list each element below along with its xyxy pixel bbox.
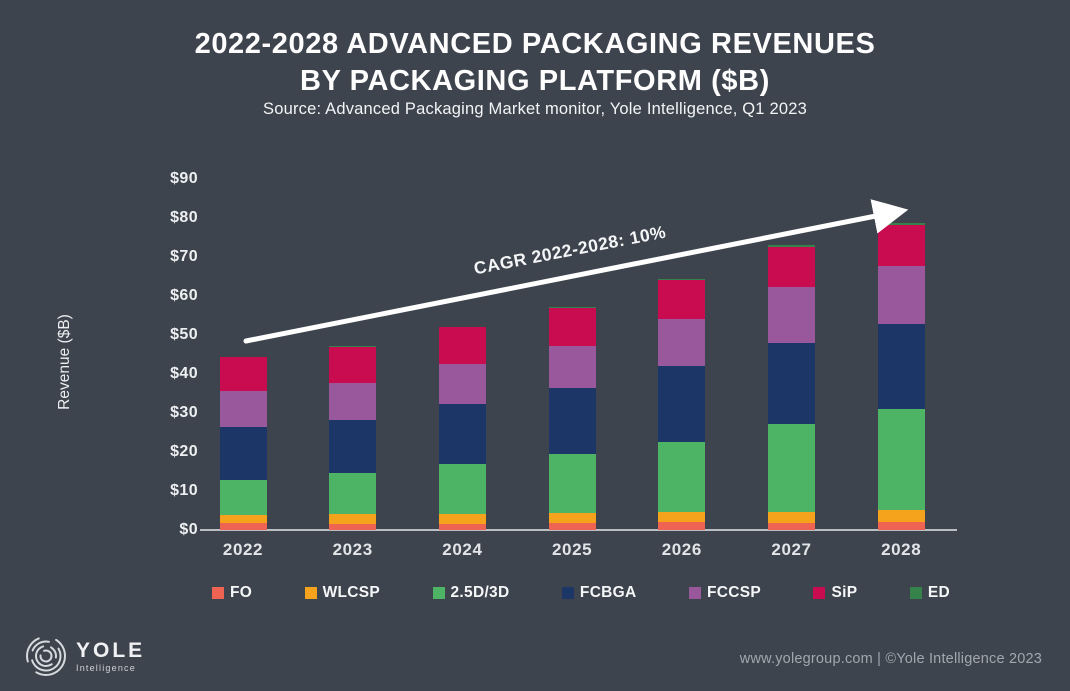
bar-segment-FCCSP: [658, 318, 706, 366]
bar-segment-FO: [438, 524, 486, 530]
bar-segment-FO: [877, 522, 925, 530]
legend-label: ED: [927, 584, 950, 601]
legend-swatch-icon: [909, 587, 922, 599]
legend-label: WLCSP: [322, 584, 381, 601]
legend-swatch-icon: [304, 587, 317, 599]
bar-segment-FCBGA: [329, 420, 377, 474]
bar-segment-SiP: [548, 307, 596, 346]
bar-segment-FCBGA: [219, 426, 267, 481]
y-tick-label: $90: [170, 170, 198, 187]
x-tick-label-2027: 2027: [771, 540, 812, 559]
bar-segment-WLCSP: [438, 514, 486, 525]
y-tick-label: $80: [170, 209, 198, 226]
bar-segment-2.5D/3D: [438, 463, 486, 515]
legend-swatch-icon: [813, 587, 826, 599]
legend-label: FO: [230, 584, 253, 601]
legend-label: FCBGA: [579, 584, 637, 601]
bar-segment-WLCSP: [329, 514, 377, 525]
bar-segment-FO: [658, 521, 706, 530]
legend-item-SiP: SiP: [813, 584, 857, 602]
legend-item-2.5D/3D: 2.5D/3D: [432, 584, 510, 602]
yole-logo: YOLE Intelligence: [24, 634, 145, 678]
bar-segment-WLCSP: [658, 511, 706, 522]
bar-segment-2.5D/3D: [329, 473, 377, 515]
bar-segment-FCBGA: [548, 388, 596, 455]
x-tick-label-2024: 2024: [442, 540, 483, 559]
bar-segment-SiP: [877, 224, 925, 267]
bar-segment-FO: [768, 523, 815, 530]
logo-wordmark: YOLE: [76, 638, 146, 662]
legend-label: 2.5D/3D: [450, 584, 510, 601]
stacked-bar-2023: [329, 346, 377, 530]
x-tick-label-2028: 2028: [881, 540, 922, 559]
chart-title-line1: 2022-2028 ADVANCED PACKAGING REVENUES: [194, 28, 876, 60]
y-tick-label: $40: [170, 365, 198, 382]
legend-swatch-icon: [432, 587, 445, 599]
y-tick-label: $70: [170, 248, 198, 265]
chart-title-line2: BY PACKAGING PLATFORM ($B): [300, 65, 770, 97]
legend-swatch-icon: [561, 587, 574, 599]
legend-item-FO: FO: [212, 584, 252, 602]
bar-segment-WLCSP: [768, 512, 815, 524]
bar-segment-FCCSP: [219, 390, 267, 427]
bar-segment-SiP: [768, 246, 815, 288]
bar-segment-FCCSP: [438, 363, 486, 405]
bar-segment-WLCSP: [548, 512, 596, 524]
x-tick-label-2023: 2023: [332, 540, 373, 559]
bar-segment-SiP: [658, 280, 706, 319]
x-axis-line: [200, 529, 957, 531]
bar-segment-FO: [329, 524, 377, 530]
bar-segment-SiP: [219, 357, 267, 391]
bar-segment-FCBGA: [877, 323, 925, 410]
chart-title: 2022-2028 ADVANCED PACKAGING REVENUES BY…: [0, 26, 1070, 100]
y-tick-label: $50: [170, 326, 198, 343]
legend-item-FCBGA: FCBGA: [561, 584, 637, 602]
y-tick-label: $30: [170, 404, 198, 421]
x-tick-label-2025: 2025: [551, 540, 593, 559]
legend-label: SiP: [831, 584, 858, 601]
stacked-bar-2027: [768, 244, 815, 530]
y-tick-label: $60: [170, 287, 198, 304]
stacked-bar-2026: [658, 279, 706, 530]
logo-subtext: Intelligence: [76, 662, 136, 673]
legend-item-WLCSP: WLCSP: [304, 584, 381, 602]
bar-segment-FCCSP: [329, 382, 377, 421]
legend-item-FCCSP: FCCSP: [688, 584, 762, 602]
y-tick-label: $0: [179, 521, 198, 538]
bar-segment-FO: [548, 523, 596, 530]
x-tick-label-2022: 2022: [222, 540, 264, 559]
bar-segment-SiP: [329, 346, 377, 383]
bar-segment-WLCSP: [877, 509, 925, 523]
legend: FO WLCSP 2.5D/3D FCBGA FCCSP SiP ED: [212, 584, 950, 602]
y-tick-label: $10: [170, 482, 198, 499]
bar-segment-SiP: [438, 327, 486, 364]
yole-swirl-icon: [26, 636, 66, 676]
legend-swatch-icon: [212, 587, 224, 599]
bar-segment-FCBGA: [768, 343, 815, 424]
y-tick-label: $20: [170, 443, 198, 460]
bar-segment-2.5D/3D: [768, 423, 815, 513]
bar-segment-2.5D/3D: [877, 409, 925, 510]
chart-source: Source: Advanced Packaging Market monito…: [263, 100, 807, 118]
legend-swatch-icon: [688, 587, 701, 599]
stacked-bar-2025: [548, 306, 596, 530]
bar-segment-2.5D/3D: [219, 480, 267, 515]
legend-label: FCCSP: [706, 584, 762, 601]
bar-segment-2.5D/3D: [658, 441, 706, 512]
stacked-bar-2022: [219, 356, 267, 530]
bar-segment-FO: [219, 523, 267, 530]
bar-segment-FCCSP: [768, 287, 815, 344]
bar-segment-FCBGA: [658, 365, 706, 442]
bar-segment-FCBGA: [438, 404, 486, 464]
bar-segment-2.5D/3D: [548, 454, 596, 513]
bar-segment-FCCSP: [548, 345, 596, 389]
bar-segment-FCCSP: [877, 266, 925, 324]
footer-credit: www.yolegroup.com | ©Yole Intelligence 2…: [739, 651, 1042, 667]
stacked-bar-2024: [438, 326, 486, 530]
stacked-bar-2028: [877, 222, 925, 530]
x-tick-label-2026: 2026: [661, 540, 702, 559]
legend-item-ED: ED: [909, 584, 950, 602]
bar-segment-WLCSP: [219, 514, 267, 524]
